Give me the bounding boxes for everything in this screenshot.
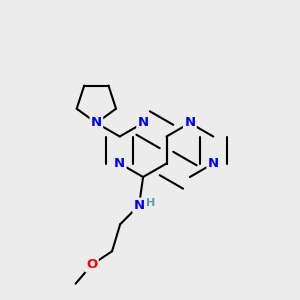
Text: N: N <box>134 199 145 212</box>
Text: N: N <box>208 157 219 170</box>
Text: N: N <box>138 116 149 130</box>
Text: N: N <box>184 116 195 130</box>
Text: N: N <box>114 157 125 170</box>
Text: H: H <box>146 198 155 208</box>
Text: N: N <box>91 116 102 130</box>
Text: O: O <box>86 258 98 271</box>
